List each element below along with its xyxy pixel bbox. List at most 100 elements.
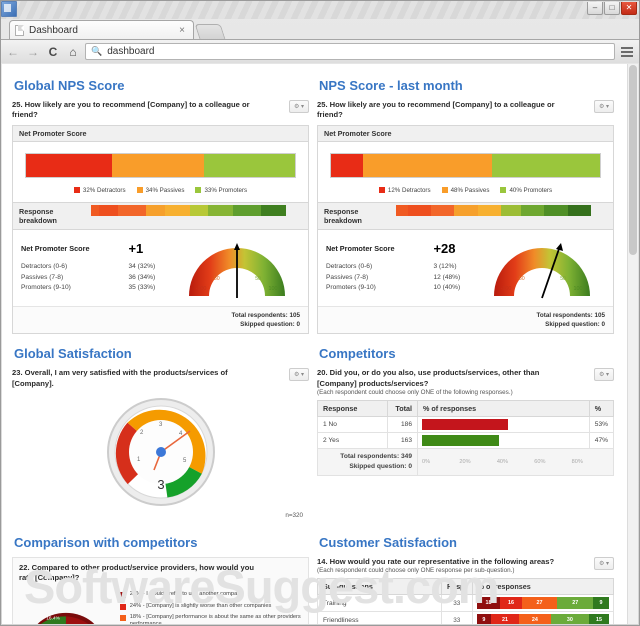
tab-close-icon[interactable]: × <box>179 24 185 36</box>
nps-segment-passives <box>112 153 204 177</box>
row-response: 2 Yes <box>317 431 388 449</box>
bar-fill <box>422 434 499 446</box>
col-response: Response <box>317 399 388 417</box>
widget-settings-gear-icon[interactable]: ⚙ ▾ <box>289 100 309 113</box>
back-icon[interactable]: ← <box>7 44 19 59</box>
svg-text:50: 50 <box>560 276 566 282</box>
row-bar <box>417 415 590 433</box>
legend-label: 34% Passives <box>145 186 185 194</box>
nps-score-row: Net Promoter Score +1 <box>21 240 171 262</box>
svg-text:-50: -50 <box>517 276 524 282</box>
tab-strip: Dashboard × <box>1 19 639 39</box>
widget-title: Global NPS Score <box>14 78 125 93</box>
svg-text:1: 1 <box>137 457 141 463</box>
legend-item: 34% Passives <box>136 186 185 194</box>
widget-global-satisfaction: Global Satisfaction 23. Overall, I am ve… <box>12 340 309 523</box>
row-label: Friendliness <box>317 611 442 624</box>
svg-text:3: 3 <box>159 422 163 428</box>
row-total: 186 <box>387 415 418 433</box>
scrollbar-thumb[interactable] <box>629 65 637 255</box>
legend-item: 22% - I would prefer to use another comp… <box>119 591 304 599</box>
stacked-bar: 9 21 24 30 15 <box>476 614 609 624</box>
widget-title: Global Satisfaction <box>14 346 132 362</box>
row-value: 12 (48%) <box>433 273 461 281</box>
svg-text:2: 2 <box>140 430 144 436</box>
row-label: Detractors (0-6) <box>21 263 68 271</box>
satisfaction-table: Sub-questions Resp. % of responses Train… <box>317 578 615 624</box>
svg-text:-100: -100 <box>500 286 511 292</box>
competitors-table: Response Total % of responses % 1 No 186… <box>317 399 615 476</box>
question-header: 23. Overall, I am very satisfied with th… <box>12 368 309 389</box>
nps-score-value: +28 <box>433 241 456 257</box>
row-total: 163 <box>387 431 418 449</box>
row-resp: 33 <box>441 594 473 613</box>
svg-text:5: 5 <box>183 458 187 464</box>
new-tab-button[interactable] <box>194 24 226 39</box>
vertical-scrollbar[interactable] <box>627 64 638 624</box>
nps-score-label: Net Promoter Score <box>326 244 395 254</box>
minimize-button[interactable]: – <box>587 2 603 15</box>
question-header: 25. How likely are you to recommend [Com… <box>12 100 309 121</box>
row-bar: 9 21 24 30 15 <box>471 611 615 624</box>
maximize-button[interactable]: □ <box>604 2 620 15</box>
col-resp: Resp. <box>441 578 473 596</box>
question-header: 14. How would you rate our representativ… <box>317 556 614 575</box>
table-row: Passives (7-8) 36 (34%) <box>21 272 171 283</box>
nps-segment-detractors <box>331 153 364 177</box>
widget-settings-gear-icon[interactable]: ⚙ ▾ <box>594 368 614 382</box>
search-icon: 🔍 <box>91 46 103 56</box>
nps-score-value: +1 <box>128 241 144 257</box>
nps-score-row: Net Promoter Score +28 <box>326 240 476 262</box>
page-actions-icon[interactable] <box>1 1 17 17</box>
footer-total: Total respondents: 105 <box>536 311 605 319</box>
card-footer: Total respondents: 105 Skipped question:… <box>318 305 613 334</box>
nps-gauge: -100 -50 50 100 <box>476 240 607 302</box>
dashboard-grid: Global NPS Score 25. How likely are you … <box>2 64 627 624</box>
legend-item: 33% Promoters <box>195 187 247 194</box>
widget-settings-gear-icon[interactable]: ⚙ ▾ <box>594 100 614 113</box>
footer-total: Total respondents: 349 <box>340 452 412 460</box>
nps-segment-promoters <box>492 153 600 177</box>
satisfaction-gauge: 1 2 3 4 5 3 <box>12 393 309 510</box>
question-text: 23. Overall, I am very satisfied with th… <box>12 368 228 388</box>
table-row: Training 33 18 16 27 27 9 <box>317 594 615 613</box>
reload-icon[interactable]: C <box>48 44 58 59</box>
axis-tick: 60% <box>534 458 546 465</box>
response-breakdown-label: Response breakdown <box>19 206 57 225</box>
table-row: 2 Yes 163 47% <box>317 431 615 449</box>
widget-title: Competitors <box>319 346 396 362</box>
row-label: Training <box>317 594 442 613</box>
home-icon[interactable]: ⌂ <box>69 44 77 59</box>
menu-icon[interactable] <box>619 44 635 60</box>
nps-card: Net Promoter Score 12% Detractors <box>317 124 614 335</box>
svg-text:4: 4 <box>179 431 183 437</box>
widget-settings-gear-icon[interactable]: ⚙ ▾ <box>594 556 614 570</box>
legend-item: 24% - [Company] is slightly worse than o… <box>119 603 304 611</box>
respondent-count: n=320 <box>285 511 303 519</box>
close-button[interactable]: ✕ <box>621 2 637 15</box>
nps-legend: 12% Detractors 48% Passives 40% Promoter… <box>318 182 613 202</box>
footer-skipped: Skipped question: 0 <box>349 462 412 470</box>
forward-icon[interactable]: → <box>27 44 39 59</box>
nps-numbers: Net Promoter Score +28 Detractors (0-6) … <box>326 240 476 302</box>
row-bar: 18 16 27 27 9 <box>471 594 615 613</box>
row-value: 3 (12%) <box>433 263 457 271</box>
question-subtext: (Each respondent could choose only ONE r… <box>317 567 515 575</box>
nps-bar-wrap <box>13 142 308 182</box>
address-bar[interactable]: 🔍 dashboard <box>85 43 615 60</box>
axis-tick: 40% <box>496 458 509 465</box>
widget-title: Customer Satisfaction <box>319 534 457 550</box>
footer-totals: Total respondents: 349 Skipped question:… <box>317 447 418 476</box>
row-label: Passives (7-8) <box>326 273 369 281</box>
legend-label: 32% Detractors <box>82 186 126 194</box>
tab-dashboard[interactable]: Dashboard × <box>9 20 194 39</box>
axis-cell: 0% 20% 40% 60% 80% <box>417 447 614 476</box>
table-row: Promoters (9-10) 10 (40%) <box>326 282 476 293</box>
widget-settings-gear-icon[interactable]: ⚙ ▾ <box>289 368 309 382</box>
table-header-row: Response Total % of responses % <box>317 399 615 417</box>
row-bar <box>417 431 590 449</box>
address-bar-text: dashboard <box>107 46 155 57</box>
legend-label: 40% Promoters <box>509 186 553 194</box>
col-percent-bar: % of responses <box>417 399 590 417</box>
